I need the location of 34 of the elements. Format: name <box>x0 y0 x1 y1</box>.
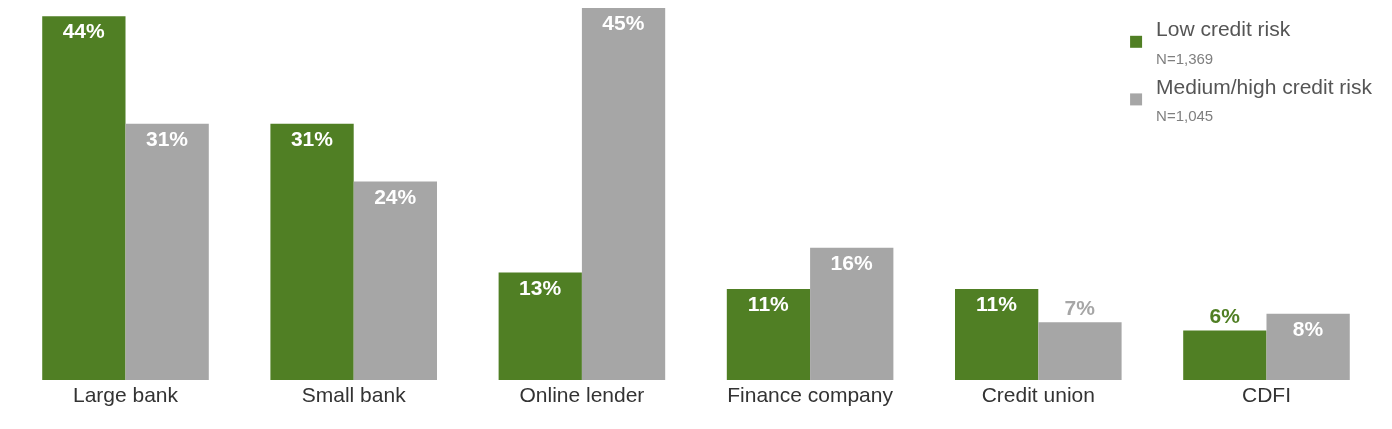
annotation: N=1,369 <box>1156 49 1214 67</box>
data-label: 24% <box>374 184 417 208</box>
bar <box>1183 330 1267 380</box>
bar <box>353 181 437 380</box>
data-label: 11% <box>976 292 1018 316</box>
data-label: 31% <box>290 126 334 150</box>
legend-label: Medium/high credit risk <box>1156 74 1373 98</box>
x-tick-label: Online lender <box>519 383 645 406</box>
data-label: 8% <box>1292 316 1324 340</box>
x-tick-label: Large bank <box>72 383 179 406</box>
annotation: N=1,045 <box>1156 107 1214 125</box>
data-label: 11% <box>747 292 790 316</box>
data-label: 13% <box>519 275 562 299</box>
bar <box>498 272 582 380</box>
data-label: 45% <box>602 11 645 34</box>
bar <box>810 247 894 380</box>
data-label: 31% <box>145 126 189 150</box>
data-label: 7% <box>1064 296 1096 320</box>
data-label: 6% <box>1209 304 1241 328</box>
legend-label: Low credit risk <box>1156 17 1291 41</box>
bar <box>955 289 1039 380</box>
data-label: 44% <box>62 19 106 43</box>
bar <box>1038 322 1122 380</box>
bar <box>726 289 811 380</box>
bar <box>42 16 126 380</box>
bar <box>125 123 209 380</box>
x-tick-label: Finance company <box>727 383 894 406</box>
bar <box>1266 313 1350 380</box>
bar <box>270 123 354 380</box>
data-label: 16% <box>830 250 873 274</box>
x-tick-label: Credit union <box>981 383 1095 406</box>
bar <box>581 8 666 380</box>
x-tick-label: CDFI <box>1241 383 1291 406</box>
x-tick-label: Small bank <box>301 383 407 406</box>
